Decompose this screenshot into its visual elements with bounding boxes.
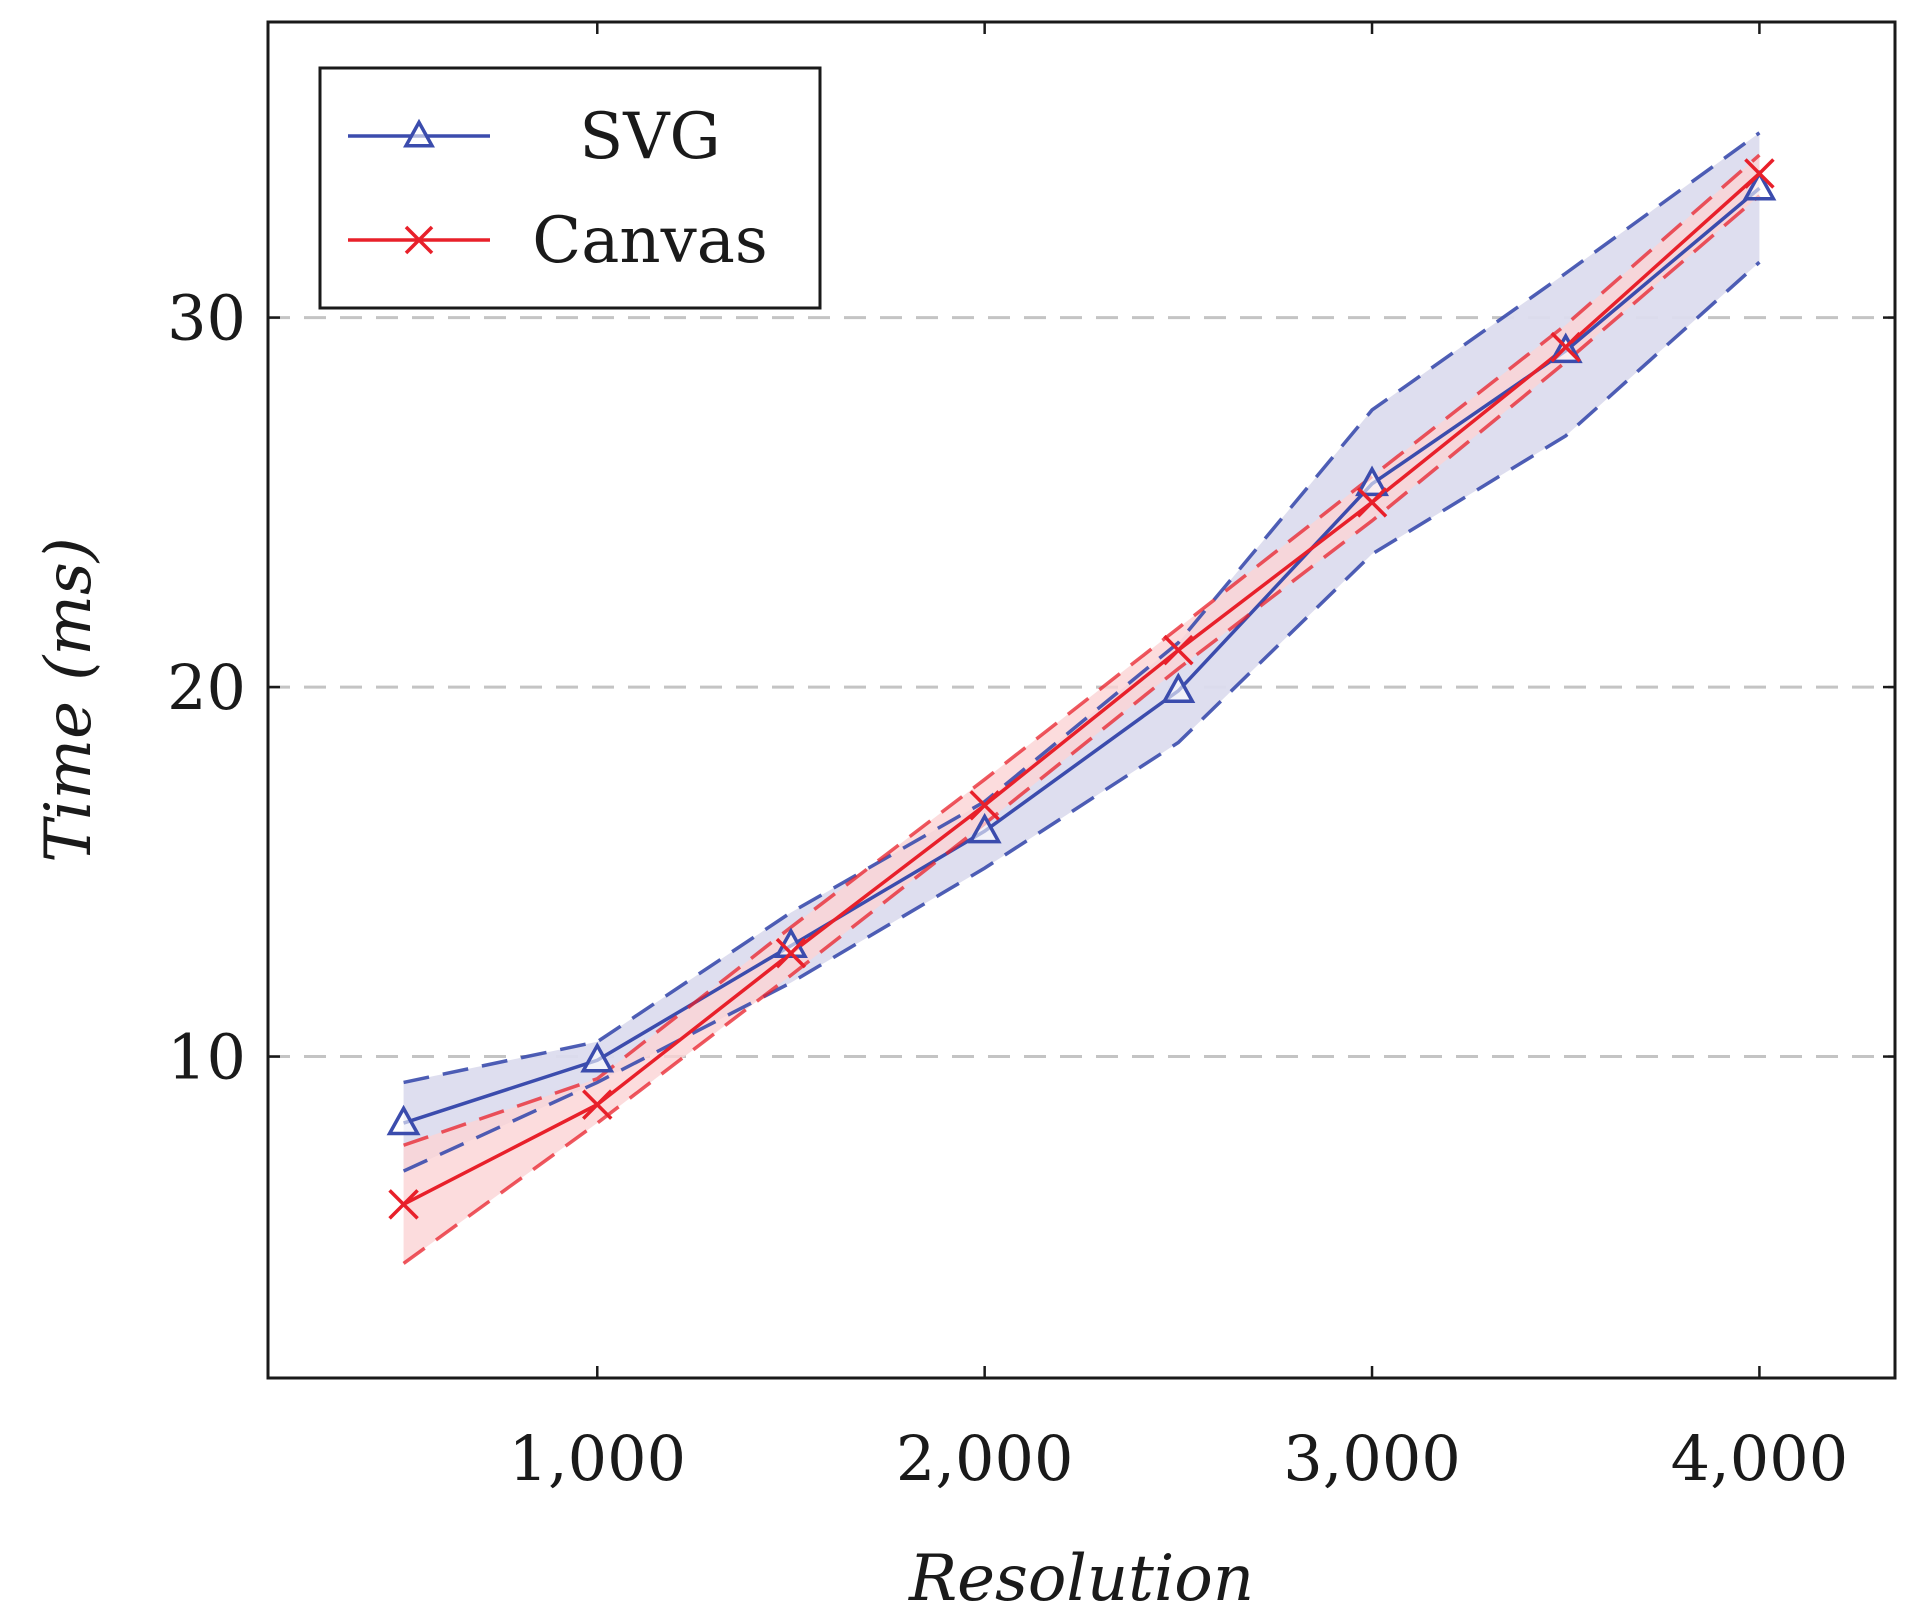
legend-marker-canvas: [404, 225, 434, 255]
canvas-point-2500-stroke-b: [1163, 634, 1194, 666]
x-tick-label-2000: 2,000: [896, 1422, 1074, 1495]
y-axis-label: Time (ms): [32, 537, 106, 863]
legend-entry-canvas: Canvas: [348, 204, 768, 278]
legend: SVG Canvas: [318, 66, 822, 310]
canvas-point-3500: [1550, 331, 1581, 363]
canvas-point-2000: [969, 790, 1000, 821]
series-lines: [402, 131, 1761, 1265]
canvas-point-1000-stroke-b: [582, 1089, 613, 1120]
canvas-line: [402, 172, 1761, 1206]
axis-ticks: 10 20 30 1,000 2,000 3,000 4,000: [167, 22, 1895, 1495]
canvas-point-2000-stroke-b: [969, 790, 1000, 821]
x-tick-label-3000: 3,000: [1283, 1422, 1461, 1495]
y-tick-label-20: 20: [167, 651, 246, 724]
gridlines: [268, 316, 1895, 1059]
svg-lower-bound: [402, 260, 1761, 1173]
x-axis-label: Resolution: [908, 1542, 1254, 1615]
svg-upper-bound: [403, 131, 1761, 1085]
canvas-point-500: [388, 1189, 419, 1220]
canvas-point-1500: [775, 937, 807, 969]
svg-band: [403, 132, 1760, 1172]
legend-entry-svg: SVG: [348, 100, 721, 174]
canvas-point-3000: [1356, 487, 1388, 518]
canvas-point-1500-stroke-b: [775, 937, 807, 969]
legend-label-svg: SVG: [579, 100, 720, 174]
legend-entries: SVG Canvas: [348, 100, 768, 278]
canvas-point-4000-stroke-b: [1744, 158, 1775, 189]
legend-label-canvas: Canvas: [532, 204, 768, 278]
y-tick-label-30: 30: [167, 282, 246, 355]
canvas-point-3500-stroke-b: [1550, 331, 1581, 363]
legend-box: [318, 66, 822, 310]
x-tick-label-1000: 1,000: [509, 1422, 687, 1495]
canvas-point-3000-stroke-b: [1356, 487, 1388, 518]
canvas-point-1000: [582, 1089, 613, 1120]
legend-marker-canvas-stroke-b: [404, 225, 434, 255]
legend-marker-svg: [403, 118, 435, 148]
canvas-point-4000: [1744, 158, 1775, 189]
canvas-upper-bound: [403, 153, 1761, 1147]
plot-frame: [266, 20, 1897, 1380]
x-tick-label-4000: 4,000: [1671, 1422, 1849, 1495]
canvas-point-500-stroke-b: [388, 1189, 419, 1220]
y-tick-label-10: 10: [167, 1021, 246, 1094]
error-bands: [403, 132, 1760, 1264]
canvas-lower-bound: [402, 194, 1761, 1265]
series-markers: [386, 158, 1777, 1220]
canvas-band: [403, 155, 1760, 1264]
canvas-point-2500: [1163, 634, 1194, 666]
